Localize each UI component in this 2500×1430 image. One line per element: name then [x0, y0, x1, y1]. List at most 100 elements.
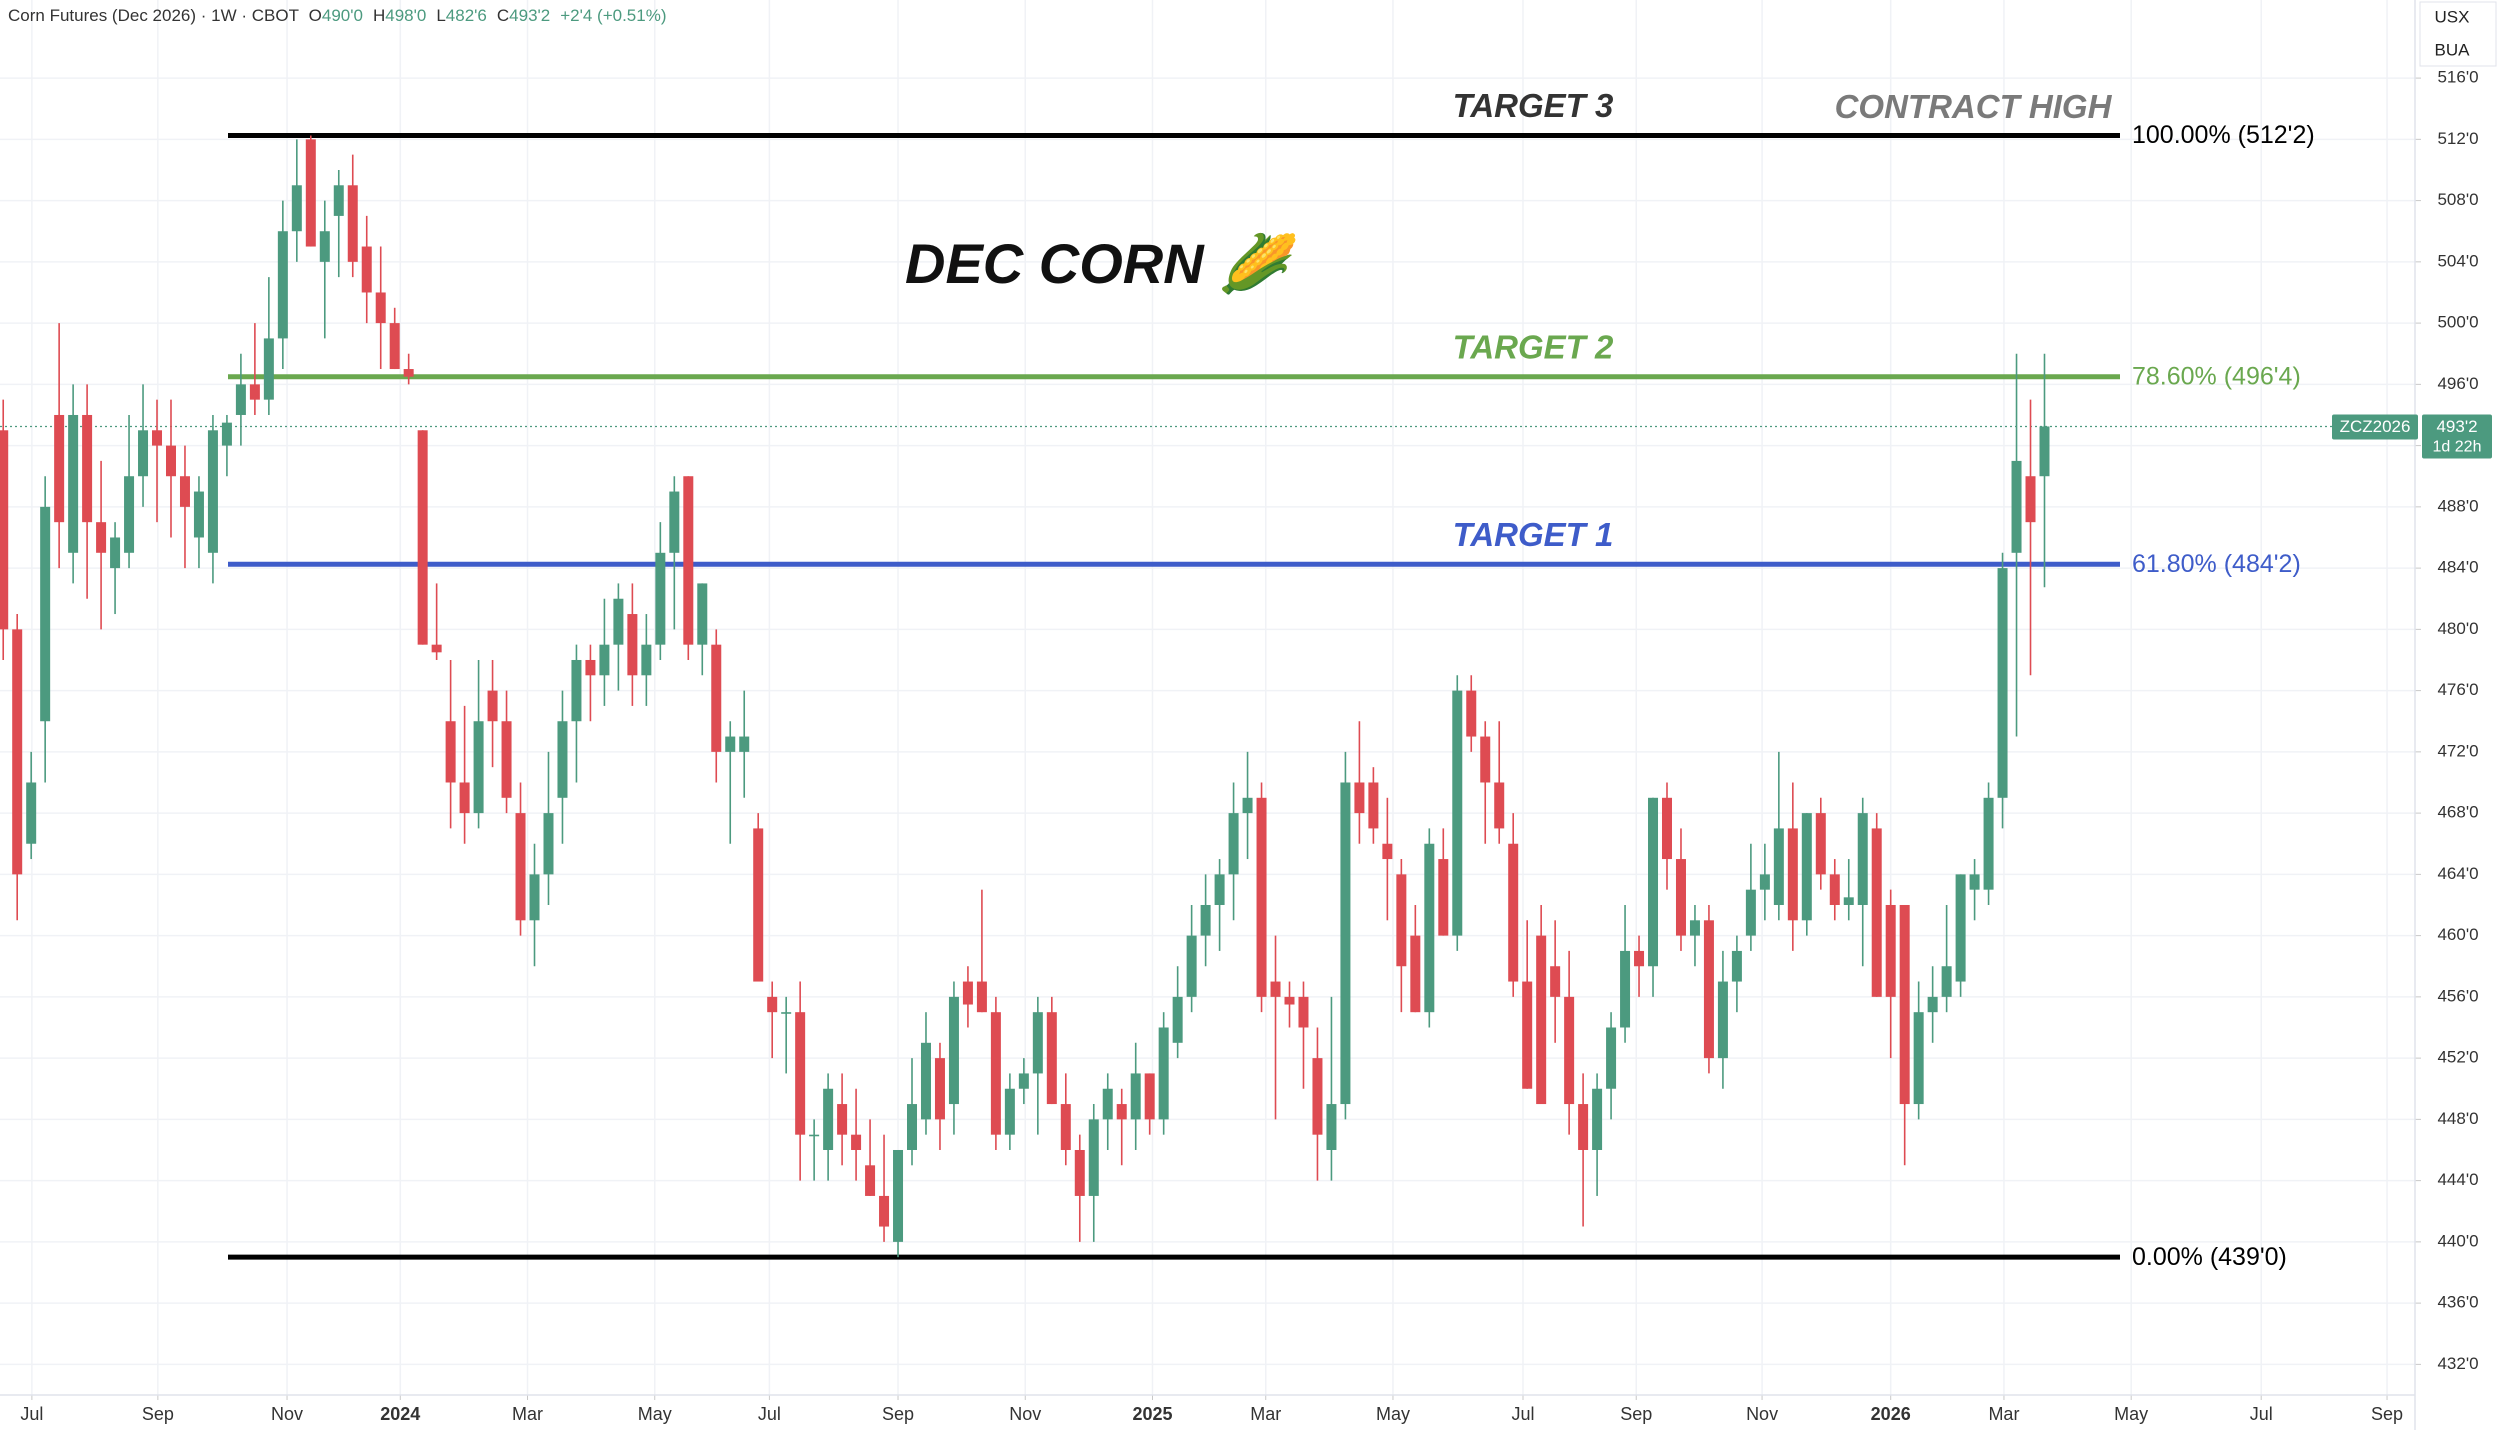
candle-body — [1983, 797, 1994, 890]
overlay: Corn Futures (Dec 2026) · 1W · CBOT O490'… — [8, 1, 2497, 459]
candle-body — [711, 644, 722, 752]
x-tick-label: Jul — [20, 1404, 43, 1424]
y-tick-label: 496'0 — [2437, 374, 2478, 393]
candle-body — [1955, 874, 1966, 982]
candle-body — [54, 414, 65, 523]
currency-box — [2419, 1, 2497, 67]
candle-body — [165, 445, 176, 477]
candle-body — [1969, 874, 1980, 890]
candle-body — [1410, 935, 1421, 1013]
candle-body — [403, 369, 414, 377]
x-tick-label: Sep — [2371, 1404, 2403, 1424]
candle-body — [1214, 874, 1225, 905]
price-tag — [2422, 414, 2492, 459]
candle-body — [1256, 797, 1267, 997]
candles — [0, 135, 2050, 1258]
candle-body — [12, 629, 23, 875]
candle-body — [1620, 950, 1631, 1028]
candle-body — [138, 430, 149, 477]
candle-body — [96, 522, 107, 553]
candle-body — [361, 246, 372, 293]
candle-body — [124, 476, 135, 553]
level-label: 78.60% (496'4) — [2132, 362, 2301, 390]
candle-body — [851, 1134, 862, 1150]
candle-body — [1508, 843, 1519, 982]
candle-body — [179, 476, 190, 507]
candle-body — [1634, 950, 1645, 967]
candle-body — [1228, 813, 1239, 875]
candle-body — [1060, 1104, 1071, 1150]
candle-body — [1032, 1012, 1043, 1074]
x-tick-label: Mar — [1250, 1404, 1281, 1424]
ohlc-value: 482'6 — [446, 6, 487, 25]
grid — [0, 0, 2415, 1395]
candle-body — [0, 430, 9, 630]
candle-body — [990, 1012, 1001, 1135]
y-tick-label: 464'0 — [2437, 864, 2478, 883]
y-tick-label: 508'0 — [2437, 190, 2478, 209]
candle-body — [976, 981, 987, 1013]
candle-body — [809, 1134, 820, 1137]
candle-body — [515, 813, 526, 921]
candle-body — [333, 185, 344, 216]
candle-body — [1158, 1027, 1169, 1120]
candle-body — [347, 185, 358, 262]
candle-body — [599, 644, 610, 676]
candle-body — [249, 384, 260, 400]
symbol-title: Corn Futures (Dec 2026) · 1W · CBOT — [8, 6, 299, 25]
candle-body — [1997, 568, 2008, 798]
x-tick-label: 2025 — [1132, 1404, 1172, 1424]
y-tick-label: 456'0 — [2437, 986, 2478, 1005]
candle-body — [823, 1088, 834, 1150]
candle-body — [627, 614, 638, 676]
candle-body — [1564, 996, 1575, 1105]
x-tick-label: May — [638, 1404, 672, 1424]
candle-body — [962, 981, 973, 1005]
candle-body — [1885, 904, 1896, 997]
symbol-tag-label: ZCZ2026 — [2340, 417, 2411, 436]
candle-body — [1675, 859, 1686, 936]
candle-body — [2011, 460, 2022, 553]
ohlc-key: L — [436, 6, 445, 25]
candle-body — [1284, 996, 1295, 1005]
x-tick-label: Nov — [1009, 1404, 1041, 1424]
x-tick-label: Nov — [271, 1404, 303, 1424]
candle-body — [1871, 828, 1882, 997]
candle-body — [1074, 1149, 1085, 1196]
candle-body — [725, 736, 736, 752]
candle-body — [865, 1165, 876, 1196]
candle-body — [193, 491, 204, 538]
candle-body — [529, 874, 540, 921]
x-tick-label: 2024 — [380, 1404, 420, 1424]
candle-body — [445, 721, 456, 783]
y-tick-label: 512'0 — [2437, 129, 2478, 148]
ohlc-value: 493'2 — [509, 6, 550, 25]
candle-body — [655, 552, 666, 645]
target-label: TARGET 3 — [1453, 87, 1614, 124]
candle-body — [557, 721, 568, 798]
y-tick-label: 440'0 — [2437, 1231, 2478, 1250]
candle-body — [487, 690, 498, 722]
levels: 100.00% (512'2) TARGET 3 CONTRACT HIGH 78.6… — [0, 87, 2415, 1271]
candle-body — [669, 491, 680, 553]
x-tick-label: Jul — [1511, 1404, 1534, 1424]
candle-body — [1018, 1073, 1029, 1089]
candle-body — [683, 476, 694, 645]
y-tick-label: 460'0 — [2437, 925, 2478, 944]
candle-body — [795, 1012, 806, 1135]
candle-body — [1661, 797, 1672, 860]
x-tick-label: Jul — [758, 1404, 781, 1424]
candle-body — [1899, 904, 1910, 1105]
countdown: 1d 22h — [2433, 439, 2482, 456]
x-tick-label: Nov — [1746, 1404, 1778, 1424]
candle-body — [1857, 813, 1868, 905]
candle-body — [1340, 782, 1351, 1105]
y-tick-label: 516'0 — [2437, 68, 2478, 87]
ohlc-key: H — [373, 6, 385, 25]
y-tick-label: 476'0 — [2437, 680, 2478, 699]
candle-body — [1200, 904, 1211, 936]
candle-body — [1648, 797, 1659, 967]
